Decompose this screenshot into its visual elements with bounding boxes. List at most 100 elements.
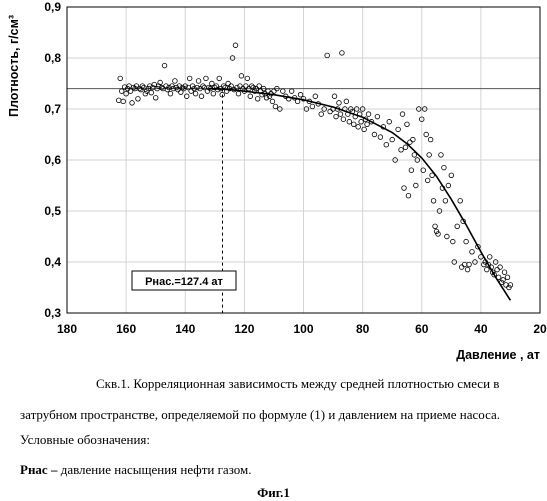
data-point [239, 74, 244, 79]
data-point [470, 250, 475, 255]
data-point [396, 127, 401, 132]
data-point [372, 132, 377, 137]
x-tick-label: 80 [356, 322, 370, 336]
data-point [119, 89, 124, 94]
data-point [149, 90, 154, 95]
data-point [281, 89, 286, 94]
legend-line: Рнас – давление насыщения нефти газом. [20, 462, 252, 478]
data-point [446, 183, 451, 188]
data-point [414, 183, 419, 188]
data-point [298, 92, 303, 97]
data-point [375, 114, 380, 119]
data-point [248, 94, 253, 99]
data-point [226, 81, 231, 86]
x-tick-label: 120 [234, 322, 254, 336]
x-axis-title: Давление , ат [456, 348, 540, 362]
x-tick-labels: 18016014012010080604020 [57, 322, 547, 336]
data-point [405, 122, 410, 127]
data-point [199, 94, 204, 99]
data-point [442, 165, 447, 170]
data-point [408, 140, 413, 145]
y-tick-label: 0,3 [44, 306, 61, 320]
data-point [433, 224, 438, 229]
caption-line-3: Условные обозначения: [20, 432, 150, 448]
data-point [450, 239, 455, 244]
data-point [378, 135, 383, 140]
y-tick-label: 0,5 [44, 204, 61, 218]
data-point [443, 199, 448, 204]
data-point [366, 112, 371, 117]
data-point [427, 153, 432, 158]
data-point [334, 114, 339, 119]
density-pressure-chart: 18016014012010080604020 0,30,40,50,60,70… [0, 0, 547, 370]
data-point [504, 283, 509, 288]
data-point [325, 53, 330, 58]
figure-label: Фиг.1 [0, 485, 547, 501]
data-point [173, 79, 178, 84]
data-point [465, 267, 470, 272]
data-point [257, 84, 262, 89]
data-point [439, 153, 444, 158]
data-point [351, 122, 356, 127]
data-point [332, 94, 337, 99]
x-tick-label: 100 [293, 322, 313, 336]
data-point [272, 89, 277, 94]
data-point [464, 239, 469, 244]
legend-term: Рнас – [20, 462, 57, 477]
data-point [313, 94, 318, 99]
data-point [328, 109, 333, 114]
y-tick-label: 0,6 [44, 153, 61, 167]
data-point [365, 122, 370, 127]
data-point [487, 255, 492, 260]
data-point [310, 104, 315, 109]
data-point [118, 76, 123, 81]
data-point [406, 193, 411, 198]
annotation-label: Рнас.=127.4 ат [145, 276, 223, 288]
data-point [210, 81, 215, 86]
data-point [347, 119, 352, 124]
data-point [211, 91, 216, 96]
data-point [458, 199, 463, 204]
y-axis-title: Плотность, г/см³ [7, 15, 21, 117]
data-point [502, 270, 507, 275]
data-point [462, 262, 467, 267]
x-tick-label: 60 [415, 322, 429, 336]
data-point [195, 85, 200, 90]
y-tick-labels: 0,30,40,50,60,70,80,9 [44, 0, 61, 320]
data-point [217, 76, 222, 81]
y-tick-label: 0,8 [44, 51, 61, 65]
data-point [273, 104, 278, 109]
data-point [266, 89, 271, 94]
data-point [411, 137, 416, 142]
data-point [387, 119, 392, 124]
data-point [455, 224, 460, 229]
data-point [337, 101, 342, 106]
data-point [168, 91, 173, 96]
data-point [236, 91, 241, 96]
data-point [495, 267, 500, 272]
data-point [121, 99, 126, 104]
data-point [289, 89, 294, 94]
data-point [498, 265, 503, 270]
data-point [431, 199, 436, 204]
data-point [338, 112, 343, 117]
data-point [153, 95, 158, 100]
data-point [193, 91, 198, 96]
data-point [344, 99, 349, 104]
data-point [245, 76, 250, 81]
data-point [449, 173, 454, 178]
y-tick-label: 0,4 [44, 255, 61, 269]
data-point [484, 267, 489, 272]
caption-line-2: затрубном пространстве, определяемой по … [20, 407, 500, 423]
data-point [341, 117, 346, 122]
data-point [116, 98, 121, 103]
data-point [445, 234, 450, 239]
data-point [428, 137, 433, 142]
data-point [130, 101, 135, 106]
x-tick-label: 160 [116, 322, 136, 336]
data-point [136, 97, 141, 102]
x-tick-label: 140 [175, 322, 195, 336]
data-point [233, 43, 238, 48]
data-point [409, 168, 414, 173]
legend-text: давление насыщения нефти газом. [57, 462, 251, 477]
